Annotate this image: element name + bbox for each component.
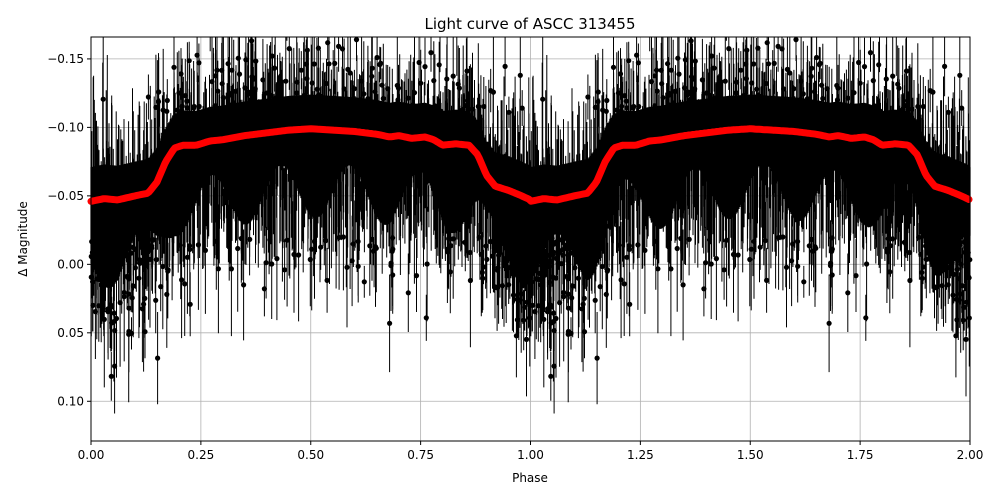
x-tick-label: 0.25 — [188, 448, 215, 462]
x-tick-label: 0.75 — [407, 448, 434, 462]
chart-title: Light curve of ASCC 313455 — [425, 15, 636, 33]
x-tick-label: 0.50 — [297, 448, 324, 462]
plot-area — [87, 36, 973, 442]
y-tick-label: −0.10 — [47, 120, 84, 134]
y-tick-label: −0.15 — [47, 52, 84, 66]
y-axis-label: Δ Magnitude — [16, 201, 30, 277]
x-axis-ticks: 0.00 0.25 0.50 0.75 1.00 1.25 1.50 1.75 2.00 — [78, 441, 984, 462]
x-tick-label: 1.75 — [847, 448, 874, 462]
x-tick-label: 1.50 — [737, 448, 764, 462]
x-tick-label: 1.00 — [517, 448, 544, 462]
observation-points — [88, 37, 973, 379]
y-tick-label: 0.10 — [57, 394, 84, 408]
y-tick-label: 0.00 — [57, 257, 84, 271]
x-tick-label: 0.00 — [78, 448, 105, 462]
x-tick-label: 1.25 — [627, 448, 654, 462]
y-tick-label: −0.05 — [47, 189, 84, 203]
model-curve — [87, 125, 973, 205]
x-tick-label: 2.00 — [957, 448, 984, 462]
x-axis-label: Phase — [512, 471, 548, 485]
y-tick-label: 0.05 — [57, 326, 84, 340]
y-axis-ticks: −0.15 −0.10 −0.05 0.00 0.05 0.10 — [47, 52, 91, 408]
